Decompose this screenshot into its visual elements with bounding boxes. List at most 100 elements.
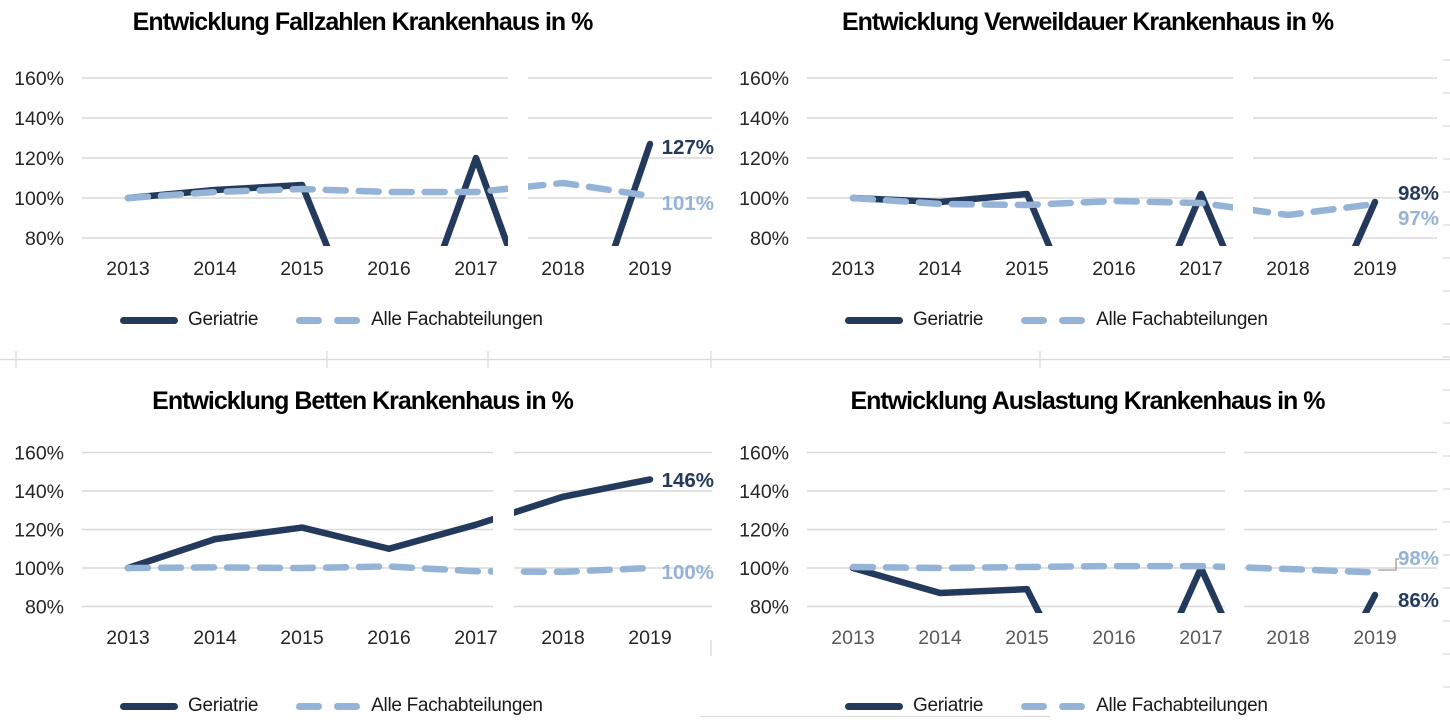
end-value-label: 127% — [662, 136, 714, 159]
x-axis-label: 2013 — [106, 258, 149, 280]
legend-line-geriatrie-swatch — [120, 702, 178, 710]
seam-band — [493, 412, 514, 655]
chart-fallzahlen: Entwicklung Fallzahlen Krankenhaus in % … — [0, 0, 725, 361]
x-axis-label: 2018 — [1266, 627, 1309, 649]
series-line-alle — [124, 179, 654, 202]
chart-legend: Geriatrie Alle Fachabteilungen — [845, 695, 1268, 717]
label-leader-line — [1378, 558, 1399, 571]
x-axis-label: 2013 — [106, 627, 149, 649]
x-axis-label: 2019 — [628, 627, 671, 649]
y-axis-label: 160% — [14, 443, 64, 465]
chart-plot-verweildauer: 160% 140% 120% 100% 80% 2013 2014 2015 2016 2017 2… — [739, 52, 1439, 280]
y-axis-label: 100% — [739, 188, 789, 210]
chart-plot-fallzahlen: 160% 140% 120% 100% 80% 2013 2014 2015 2016 2017 2… — [14, 52, 714, 280]
chart-auslastung: Entwicklung Auslastung Krankenhaus in % … — [725, 360, 1450, 721]
dash-icon — [1021, 316, 1048, 324]
chart-plot-betten: 160% 140% 120% 100% 80% 2013 2014 2015 2016 2017 2… — [14, 412, 714, 655]
x-axis-label: 2013 — [831, 258, 874, 280]
x-axis-label: 2016 — [1092, 627, 1135, 649]
legend-label-geriatrie: Geriatrie — [188, 309, 259, 330]
dash-icon — [334, 316, 361, 324]
dash-icon — [296, 702, 323, 710]
y-axis-label: 140% — [14, 108, 64, 130]
x-axis-label: 2015 — [1005, 258, 1049, 280]
x-axis-label: 2018 — [1266, 258, 1309, 280]
chart-title: Entwicklung Betten Krankenhaus in % — [152, 387, 574, 415]
chart-plot-auslastung: 160% 140% 120% 100% 80% 2013 2014 2015 2016 2017 2… — [739, 412, 1439, 649]
x-axis-label: 2017 — [454, 258, 497, 280]
y-axis-label: 120% — [739, 148, 789, 170]
legend-label-geriatrie: Geriatrie — [913, 695, 984, 716]
legend-label-alle: Alle Fachabteilungen — [371, 309, 543, 330]
x-axis-label: 2016 — [367, 627, 410, 649]
end-value-label: 86% — [1398, 589, 1439, 612]
end-value-label: 146% — [662, 469, 714, 492]
x-axis-label: 2017 — [1179, 258, 1222, 280]
x-axis-label: 2013 — [831, 627, 874, 649]
y-axis-label: 120% — [14, 520, 64, 542]
chart-legend: Geriatrie Alle Fachabteilungen — [845, 309, 1268, 331]
end-value-label: 98% — [1398, 547, 1439, 570]
legend-line-alle-swatch — [296, 702, 361, 710]
series-line-geriatrie — [849, 564, 1379, 613]
series-line-alle — [849, 194, 1379, 219]
legend-line-geriatrie-swatch — [845, 316, 903, 324]
y-axis-label: 160% — [739, 68, 789, 90]
seam-band — [1233, 52, 1253, 252]
y-axis-label: 120% — [14, 148, 64, 170]
end-value-label: 97% — [1398, 207, 1439, 230]
end-value-label: 100% — [662, 561, 714, 584]
dash-icon — [1059, 702, 1086, 710]
end-value-label: 101% — [662, 192, 714, 215]
x-axis-label: 2019 — [1353, 258, 1396, 280]
x-axis-label: 2017 — [1179, 627, 1222, 649]
series-line-geriatrie — [124, 476, 654, 572]
y-axis-label: 80% — [25, 597, 64, 619]
legend-label-alle: Alle Fachabteilungen — [1096, 695, 1268, 716]
series-line-alle — [849, 562, 1379, 576]
y-axis-label: 100% — [14, 188, 64, 210]
dash-icon — [1059, 316, 1086, 324]
x-axis-label: 2014 — [918, 627, 962, 649]
legend-line-alle-swatch — [1021, 702, 1086, 710]
legend-label-alle: Alle Fachabteilungen — [371, 695, 543, 716]
legend-label-geriatrie: Geriatrie — [188, 695, 259, 716]
y-axis-label: 80% — [750, 228, 789, 250]
chart-title: Entwicklung Auslastung Krankenhaus in % — [850, 387, 1325, 415]
y-axis-label: 100% — [14, 558, 64, 580]
dash-icon — [1021, 702, 1048, 710]
y-axis-label: 160% — [14, 68, 64, 90]
dash-icon — [296, 316, 323, 324]
x-axis-label: 2019 — [1353, 627, 1396, 649]
chart-title: Entwicklung Fallzahlen Krankenhaus in % — [132, 8, 594, 36]
x-axis-label: 2015 — [280, 627, 324, 649]
legend-label-geriatrie: Geriatrie — [913, 309, 984, 330]
dash-icon — [334, 702, 361, 710]
legend-label-alle: Alle Fachabteilungen — [1096, 309, 1268, 330]
y-axis-label: 140% — [739, 481, 789, 503]
x-axis-label: 2014 — [193, 258, 237, 280]
legend-line-alle-swatch — [1021, 316, 1086, 324]
y-axis-label: 80% — [750, 597, 789, 619]
series-line-alle — [124, 563, 654, 576]
x-axis-label: 2016 — [367, 258, 410, 280]
y-axis-label: 80% — [25, 228, 64, 250]
seam-band — [1225, 412, 1244, 612]
x-axis-label: 2015 — [1005, 627, 1049, 649]
chart-legend: Geriatrie Alle Fachabteilungen — [120, 309, 543, 331]
chart-betten: Entwicklung Betten Krankenhaus in % 160%… — [0, 360, 725, 721]
y-axis-label: 100% — [739, 558, 789, 580]
x-axis-label: 2014 — [193, 627, 237, 649]
y-axis-label: 120% — [739, 520, 789, 542]
x-axis-label: 2014 — [918, 258, 962, 280]
x-axis-label: 2017 — [454, 627, 497, 649]
x-axis-label: 2015 — [280, 258, 324, 280]
end-value-label: 98% — [1398, 182, 1439, 205]
x-axis-label: 2019 — [628, 258, 671, 280]
chart-verweildauer: Entwicklung Verweildauer Krankenhaus in … — [725, 0, 1450, 361]
seam-band — [508, 52, 528, 252]
x-axis-label: 2018 — [541, 627, 584, 649]
legend-line-alle-swatch — [296, 316, 361, 324]
x-axis-label: 2016 — [1092, 258, 1135, 280]
